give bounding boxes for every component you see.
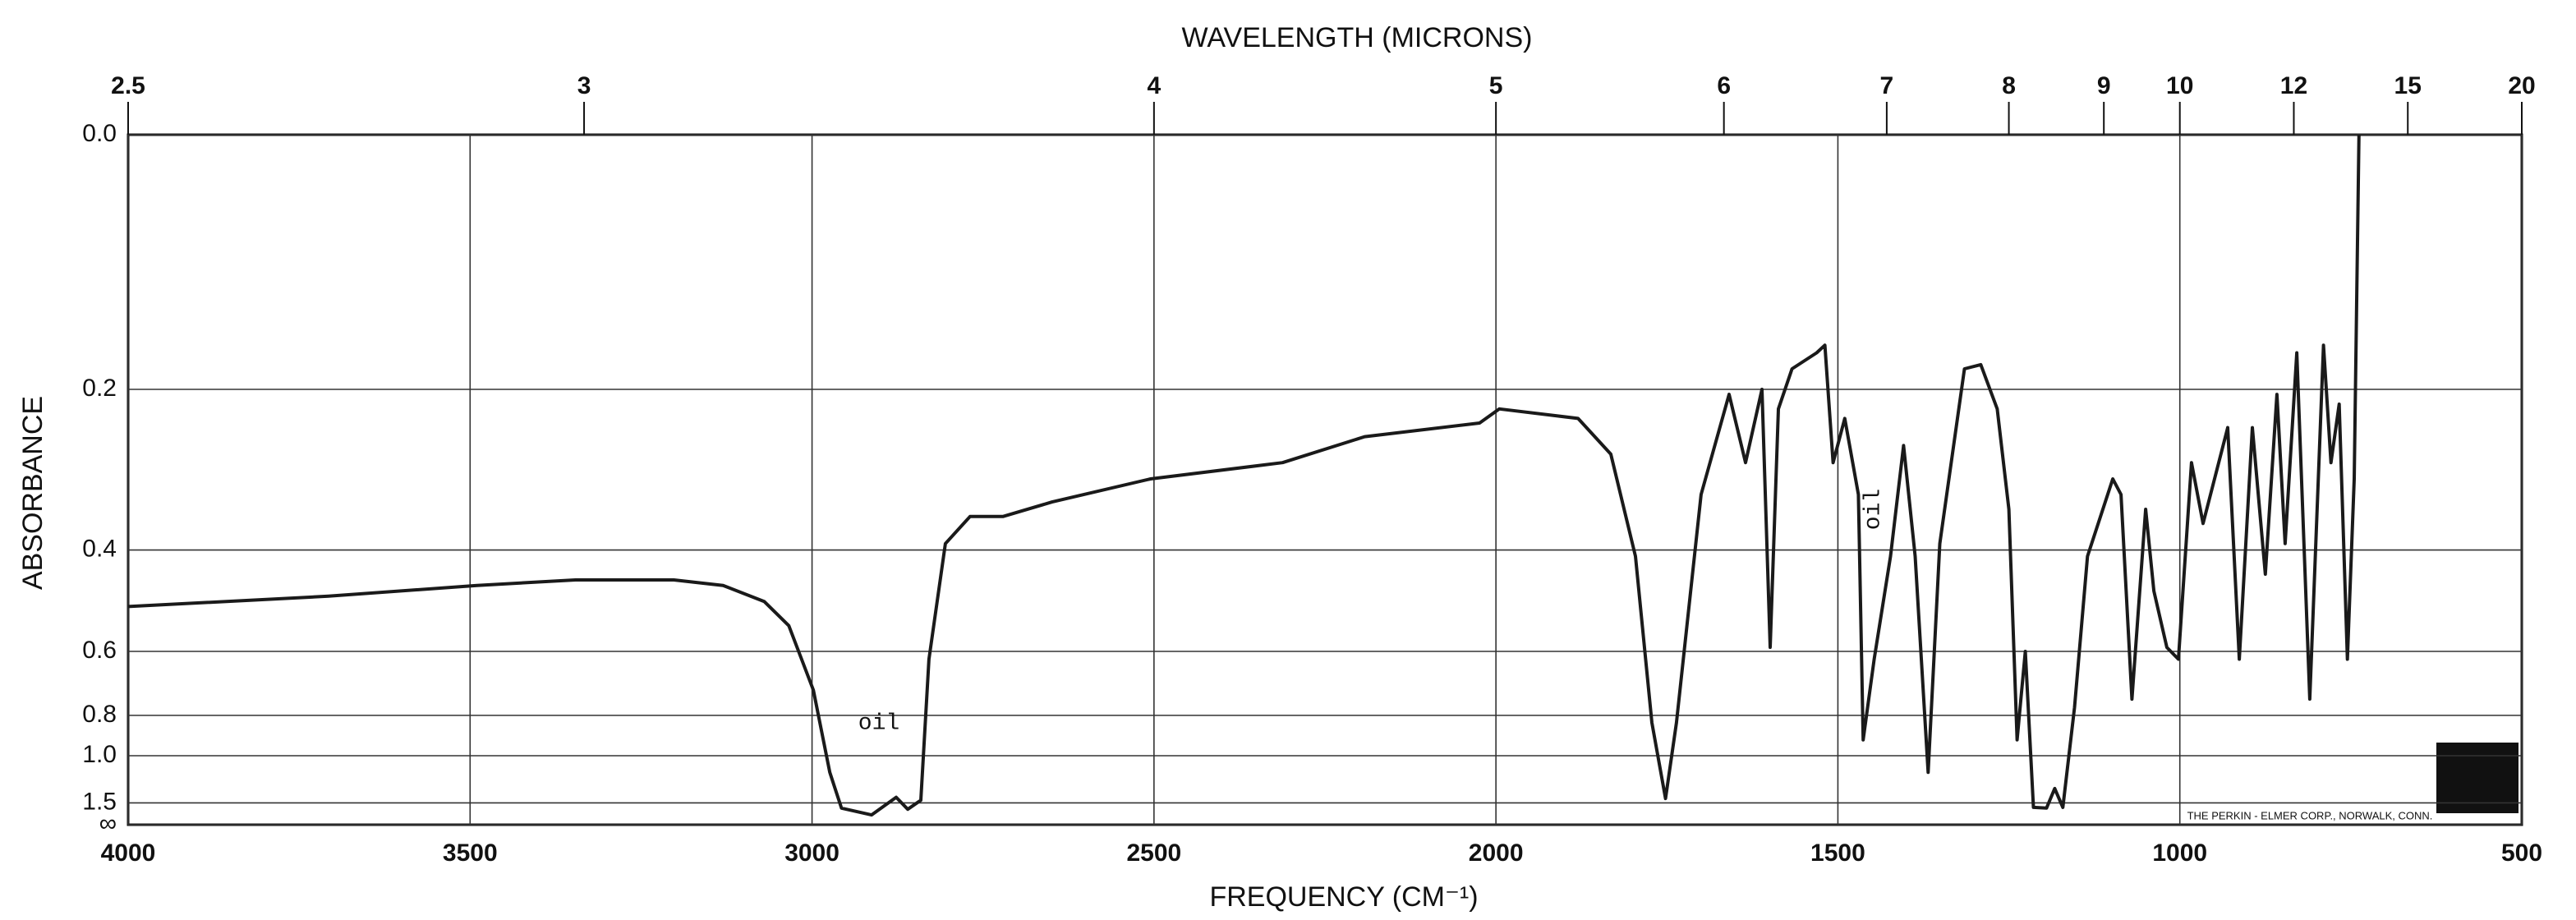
x2-tick-label: 3 (577, 72, 591, 99)
x-tick-label: 2500 (1126, 840, 1181, 867)
x2-tick-label: 7 (1880, 72, 1894, 99)
annotation: oil (858, 711, 899, 736)
x2-tick-label: 5 (1489, 72, 1503, 99)
label-block (2436, 743, 2518, 813)
chart-title: WAVELENGTH (MICRONS) (1182, 22, 1533, 53)
y-tick-label: 0.0 (82, 120, 117, 147)
y-tick-label: ∞ (99, 810, 117, 837)
y-tick-label: 0.2 (82, 375, 117, 402)
x-tick-label: 1000 (2152, 840, 2207, 867)
x2-tick-label: 20 (2508, 72, 2535, 99)
x-tick-label: 1500 (1810, 840, 1865, 867)
annotation: THE PERKIN - ELMER CORP., NORWALK, CONN. (2187, 809, 2433, 821)
x2-tick-label: 2.5 (111, 72, 145, 99)
x2-tick-label: 6 (1717, 72, 1731, 99)
y-axis-label: ABSORBANCE (17, 396, 48, 590)
x-tick-label: 3000 (784, 840, 840, 867)
x2-tick-label: 9 (2097, 72, 2111, 99)
x-tick-label: 500 (2501, 840, 2542, 867)
spectrum-line (127, 134, 2361, 817)
y-tick-label: 1.5 (82, 788, 117, 815)
x2-tick-label: 4 (1148, 72, 1162, 99)
y-tick-label: 0.8 (82, 701, 117, 728)
x2-tick-label: 8 (2002, 72, 2016, 99)
x-tick-label: 3500 (443, 840, 498, 867)
y-tick-label: 1.0 (82, 741, 117, 768)
annotation: oil (1861, 489, 1886, 530)
x-tick-label: 4000 (101, 840, 156, 867)
y-tick-label: 0.6 (82, 637, 117, 664)
x2-tick-label: 10 (2166, 72, 2193, 99)
y-tick-label: 0.4 (82, 536, 117, 563)
x-tick-label: 2000 (1469, 840, 1524, 867)
x-axis-label: FREQUENCY (CM⁻¹) (1209, 881, 1478, 913)
x2-tick-label: 15 (2394, 72, 2422, 99)
x2-tick-label: 12 (2280, 72, 2307, 99)
